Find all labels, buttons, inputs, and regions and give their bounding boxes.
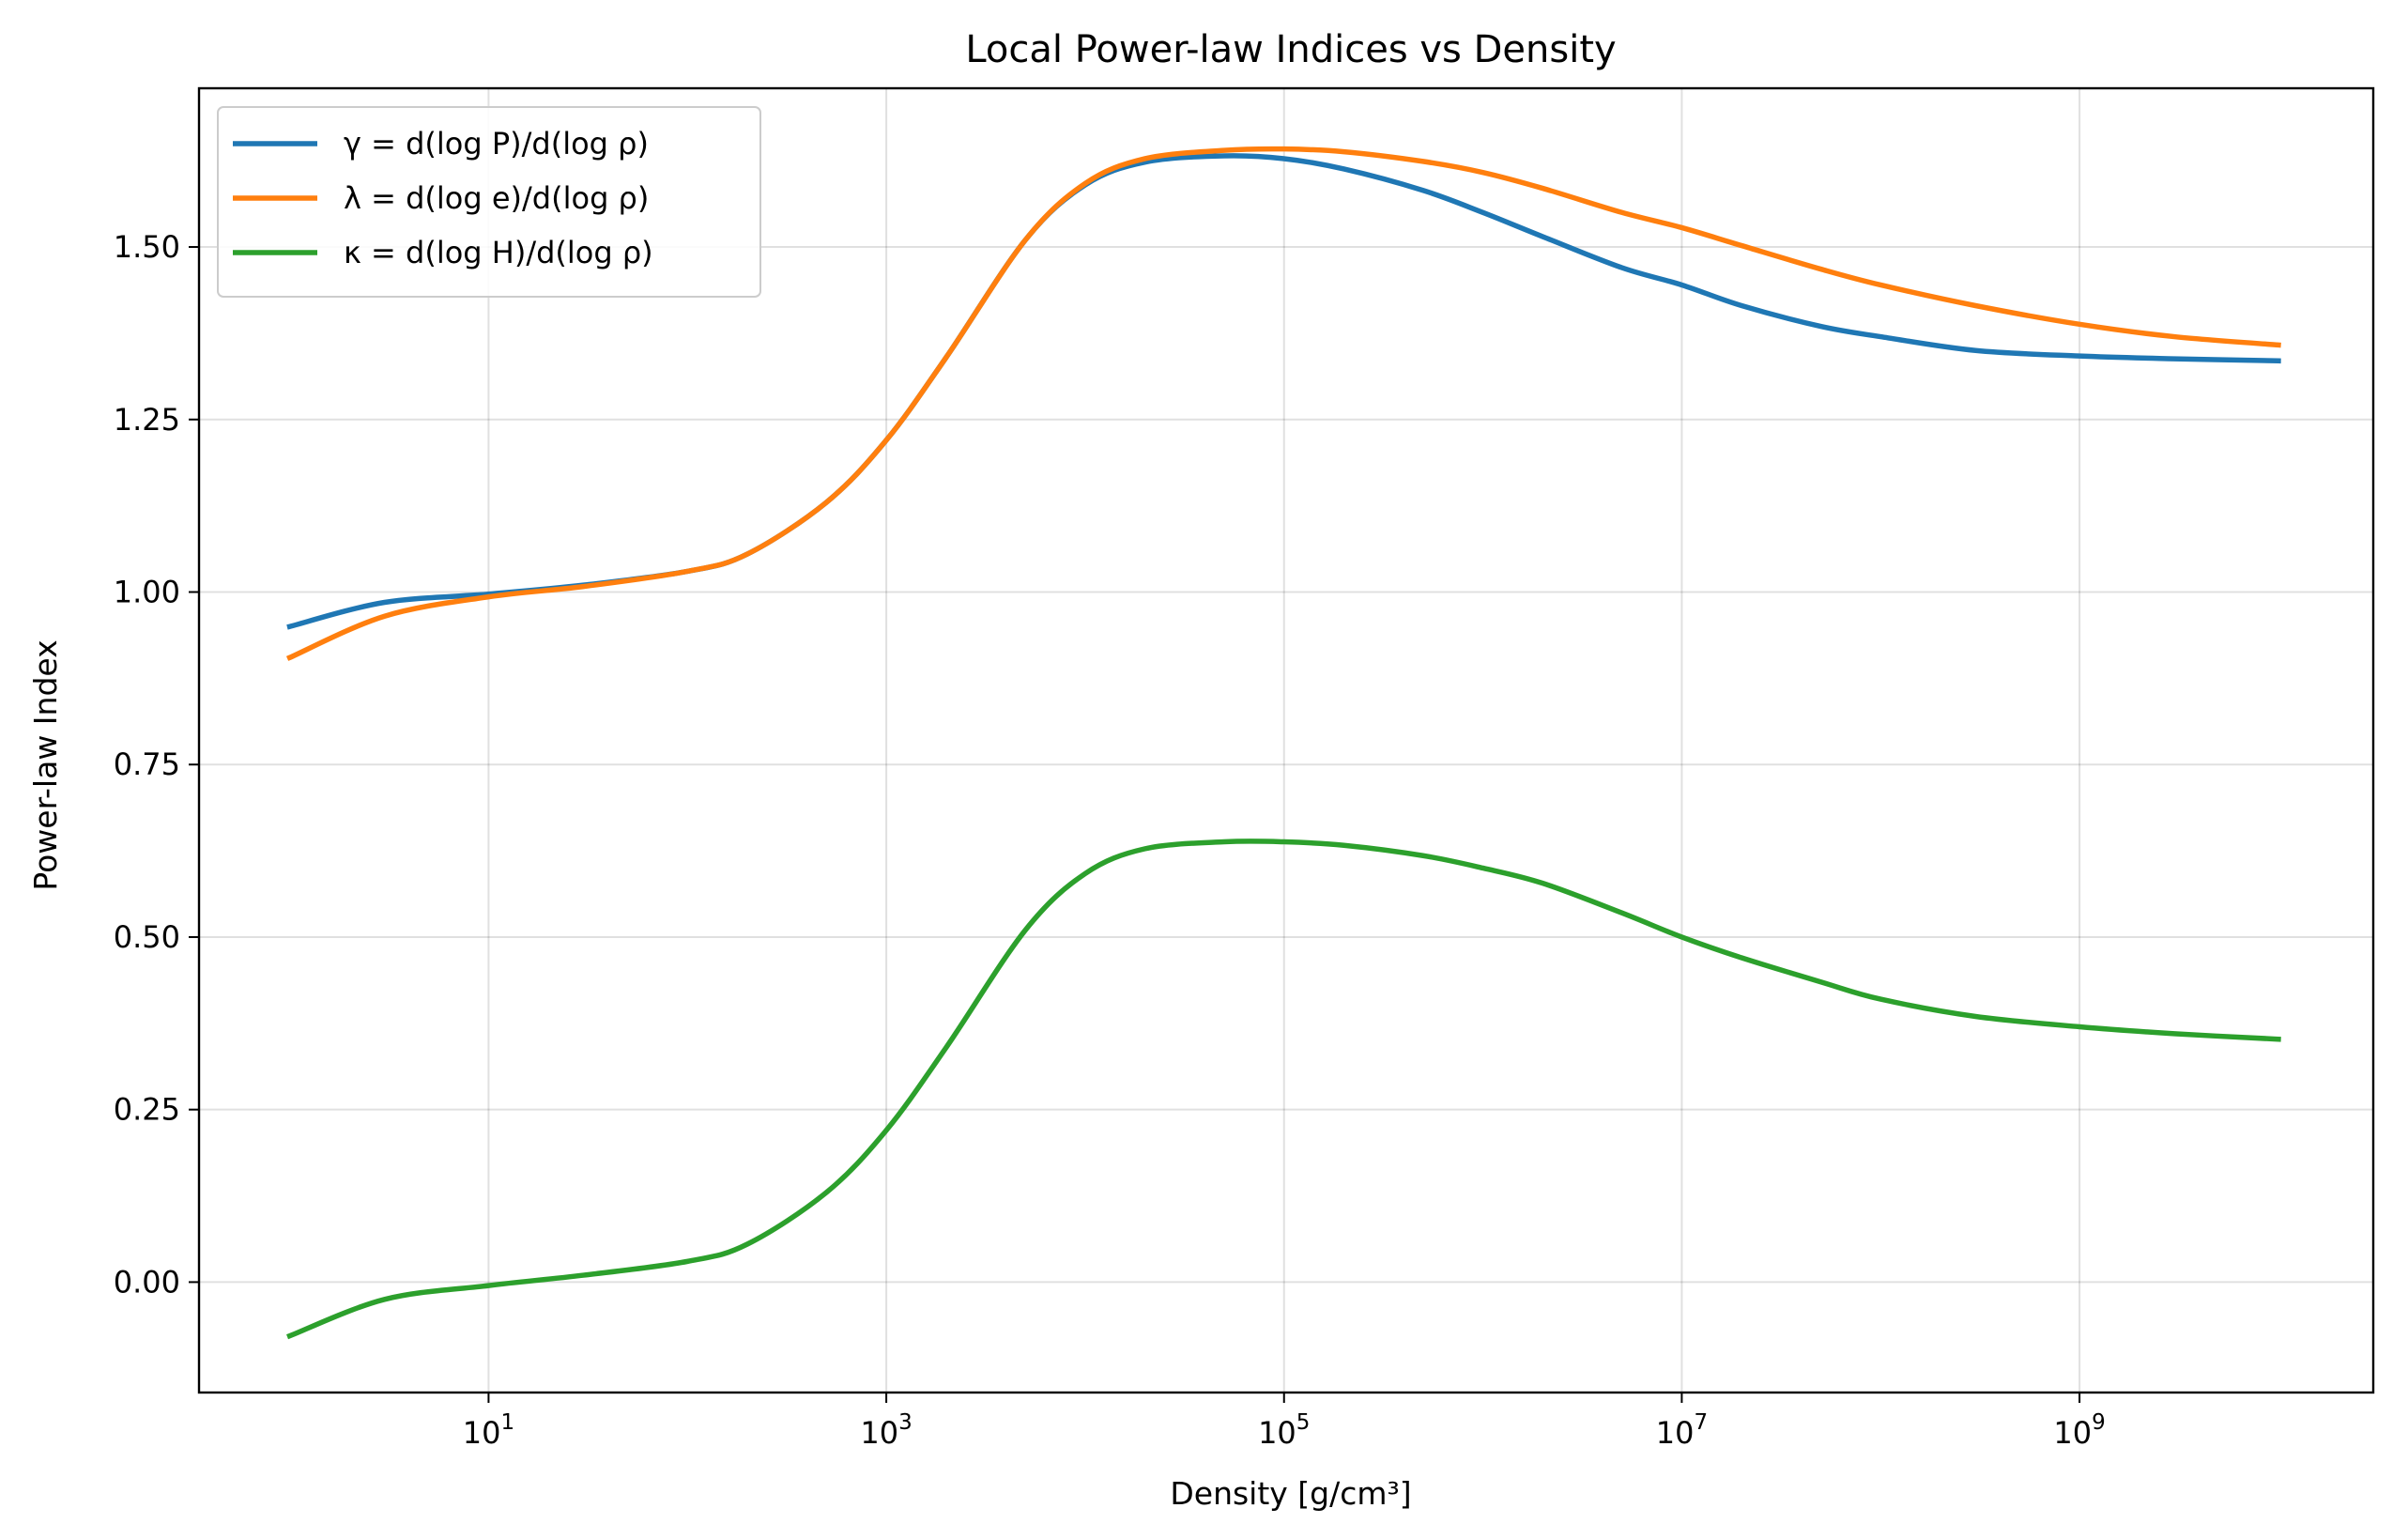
x-tick-base: 10 [1258,1415,1296,1451]
x-tick-exponent: 1 [500,1410,514,1435]
x-tick-label: 101 [463,1410,514,1451]
grid [199,88,2373,1393]
series-lines [285,146,2281,1340]
y-tick-label: 0.75 [114,746,180,782]
y-tick-label: 1.50 [114,229,180,265]
x-tick-base: 10 [463,1415,501,1451]
legend-box [217,106,761,298]
y-axis-ticks: 0.00 0.25 0.50 0.75 1.00 1.25 1.50 [114,229,199,1300]
x-tick-label: 105 [1258,1410,1310,1451]
x-tick-exponent: 7 [1694,1410,1708,1435]
y-axis-title: Power-law Index [27,639,64,890]
legend-label: λ = d(log e)/d(log ρ) [344,180,649,216]
x-tick-base: 10 [860,1415,898,1451]
x-axis-ticks: 101 103 105 107 109 [463,1393,2106,1451]
chart-title: Local Power-law Indices vs Density [965,28,1616,71]
legend-label: γ = d(log P)/d(log ρ) [344,126,649,162]
legend-label: κ = d(log H)/d(log ρ) [344,235,653,270]
plot-frame [197,86,2375,1394]
y-tick-label: 0.00 [114,1264,180,1300]
kappa-series-line [286,839,2281,1340]
x-tick-base: 10 [2053,1415,2092,1451]
y-tick-label: 0.25 [114,1092,180,1128]
legend: γ = d(log P)/d(log ρ) λ = d(log e)/d(log … [217,106,761,298]
x-tick-exponent: 9 [2092,1410,2106,1435]
x-tick-base: 10 [1656,1415,1695,1451]
y-tick-label: 1.25 [114,402,180,438]
y-tick-label: 0.50 [114,919,180,955]
x-tick-label: 107 [1656,1410,1708,1451]
x-tick-label: 103 [860,1410,912,1451]
y-tick-label: 1.00 [114,574,180,609]
x-tick-exponent: 3 [898,1410,913,1435]
x-tick-label: 109 [2053,1410,2105,1451]
lambda-series-line [285,146,2281,661]
x-axis-title: Density [g/cm³] [1170,1475,1411,1512]
x-tick-exponent: 5 [1296,1410,1311,1435]
